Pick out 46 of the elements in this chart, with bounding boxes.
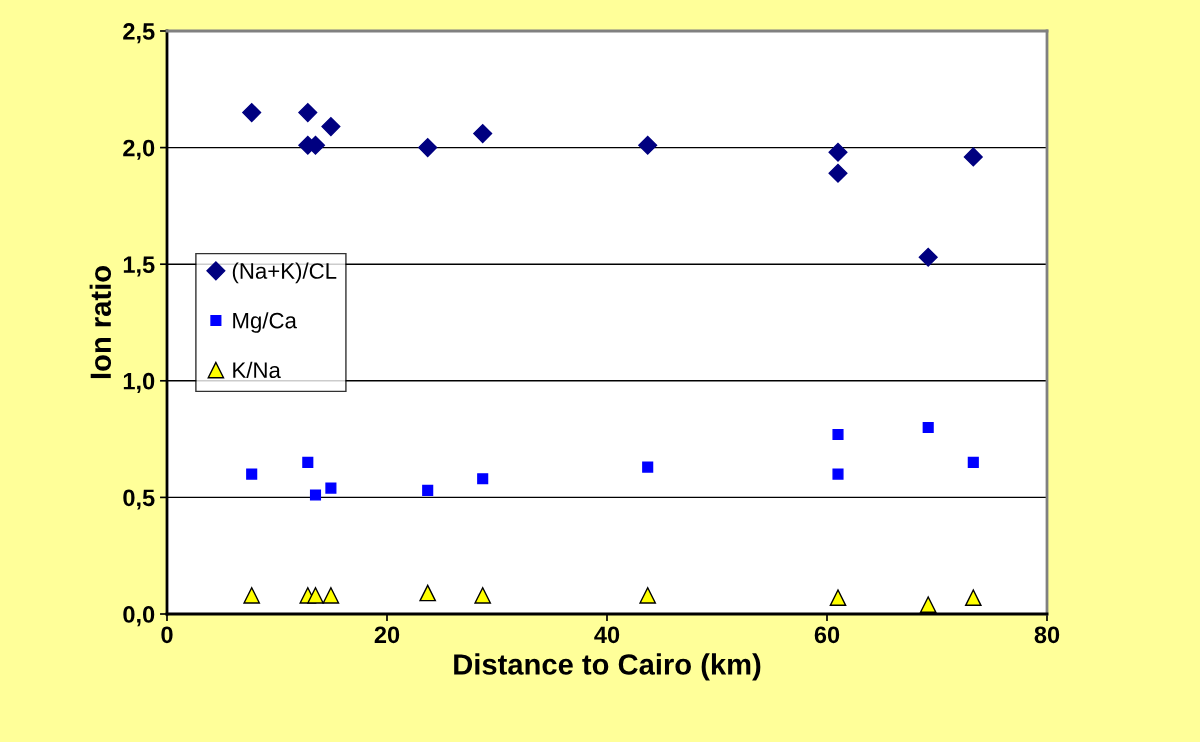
x-axis-title: Distance to Cairo (km) [454,653,761,681]
point [919,596,937,614]
point [832,468,844,480]
point [298,103,318,123]
point [922,421,934,433]
point [418,138,438,158]
point [477,473,489,485]
y-tick-label: 2,5 [123,23,155,44]
point [829,589,847,607]
legend-label: (Na+K)/CL [232,262,337,284]
point [321,117,341,137]
y-axis-title: Ion ratio [89,266,112,379]
point [474,587,492,604]
x-tick-label: 80 [1034,626,1060,644]
y-tick-label: 0,5 [123,489,155,510]
point [828,163,848,183]
point [309,489,322,501]
point [918,247,938,267]
point [963,147,983,167]
point [242,103,262,123]
y-tick-label: 1,5 [123,256,155,277]
point [246,468,258,480]
point [473,124,493,144]
point [243,587,261,604]
point [422,484,434,496]
legend-label: Mg/Ca [233,312,297,333]
point [967,456,979,468]
point [832,428,844,440]
point [322,587,340,604]
x-tick-label: 40 [594,626,620,644]
point [964,589,982,607]
x-tick-label: 60 [814,626,840,644]
point [419,584,437,602]
point [639,587,657,604]
y-tick-label: 1,0 [123,372,155,394]
legend-label: K/Na [233,361,281,379]
point [642,461,654,473]
point [325,482,337,494]
y-tick-label: 0,0 [123,606,155,627]
y-tick-label: 2,0 [123,139,155,160]
point [302,456,314,468]
x-tick-label: 20 [374,626,400,644]
x-tick-label: 0 [161,626,173,644]
point [307,587,324,604]
point [638,135,658,155]
point [828,142,848,162]
